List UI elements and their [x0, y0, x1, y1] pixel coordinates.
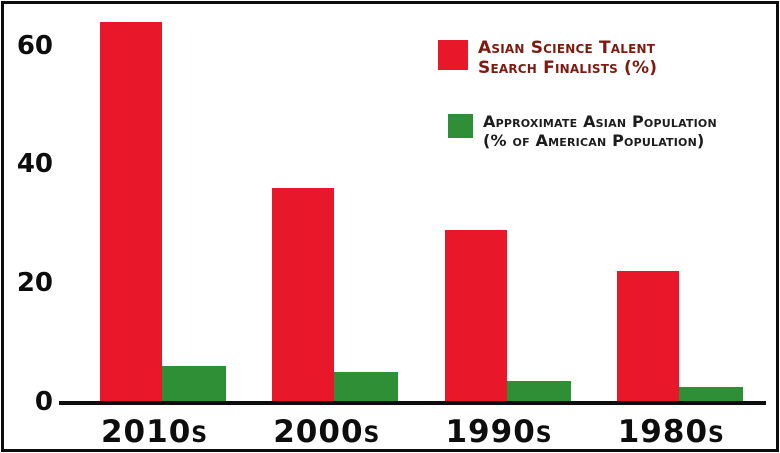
- finalists-bar-2000s: [272, 188, 335, 402]
- bar-group-1990s: 1990s: [444, 229, 571, 450]
- y-tick-label: 20: [16, 268, 53, 299]
- x-axis-label-1980s: 1980s: [617, 414, 725, 450]
- x-axis-label-1990s: 1990s: [445, 414, 553, 450]
- population-bar-2010s: [162, 366, 227, 402]
- y-tick-label: 60: [16, 30, 53, 61]
- bar-group-1980s: 1980s: [616, 271, 743, 450]
- finalists-bar-1990s: [444, 229, 507, 402]
- x-axis-label-2010s: 2010s: [100, 414, 209, 450]
- population-bar-2000s: [334, 372, 399, 402]
- bar-group-2010s: 2010s: [100, 21, 227, 450]
- y-tick-label: 0: [34, 387, 53, 417]
- legend-label-finalists: Asian Science Talent Search Finalists (%…: [478, 38, 657, 78]
- population-bar-1980s: [678, 387, 743, 402]
- legend-item-population: Approximate Asian Population (% of Ameri…: [448, 112, 717, 150]
- legend-finalists-line1: Asian Science Talent: [478, 38, 656, 58]
- y-tick-label: 40: [16, 149, 53, 180]
- legend-finalists-line2: Search Finalists (%): [478, 58, 658, 78]
- legend-swatch-red: [438, 40, 468, 70]
- finalists-bar-2010s: [100, 21, 163, 402]
- bars-container: 2010s 2000s 1990s 1980s: [59, 10, 766, 450]
- legend-population-line2: (% of American Population): [483, 131, 705, 150]
- x-axis-label-2000s: 2000s: [273, 414, 381, 450]
- legend-label-population: Approximate Asian Population (% of Ameri…: [483, 112, 717, 150]
- legend-population-line1: Approximate Asian Population: [483, 112, 717, 131]
- x-axis-line: [59, 401, 766, 405]
- plot-area: 0 20 40 60 2010s 2000s 1990s 1980s: [17, 10, 766, 450]
- legend-swatch-green: [448, 114, 473, 138]
- population-bar-1990s: [506, 381, 571, 402]
- finalists-bar-1980s: [616, 271, 679, 402]
- legend-item-finalists: Asian Science Talent Search Finalists (%…: [438, 38, 657, 78]
- bar-group-2000s: 2000s: [272, 188, 399, 450]
- y-axis: 0 20 40 60: [9, 10, 53, 417]
